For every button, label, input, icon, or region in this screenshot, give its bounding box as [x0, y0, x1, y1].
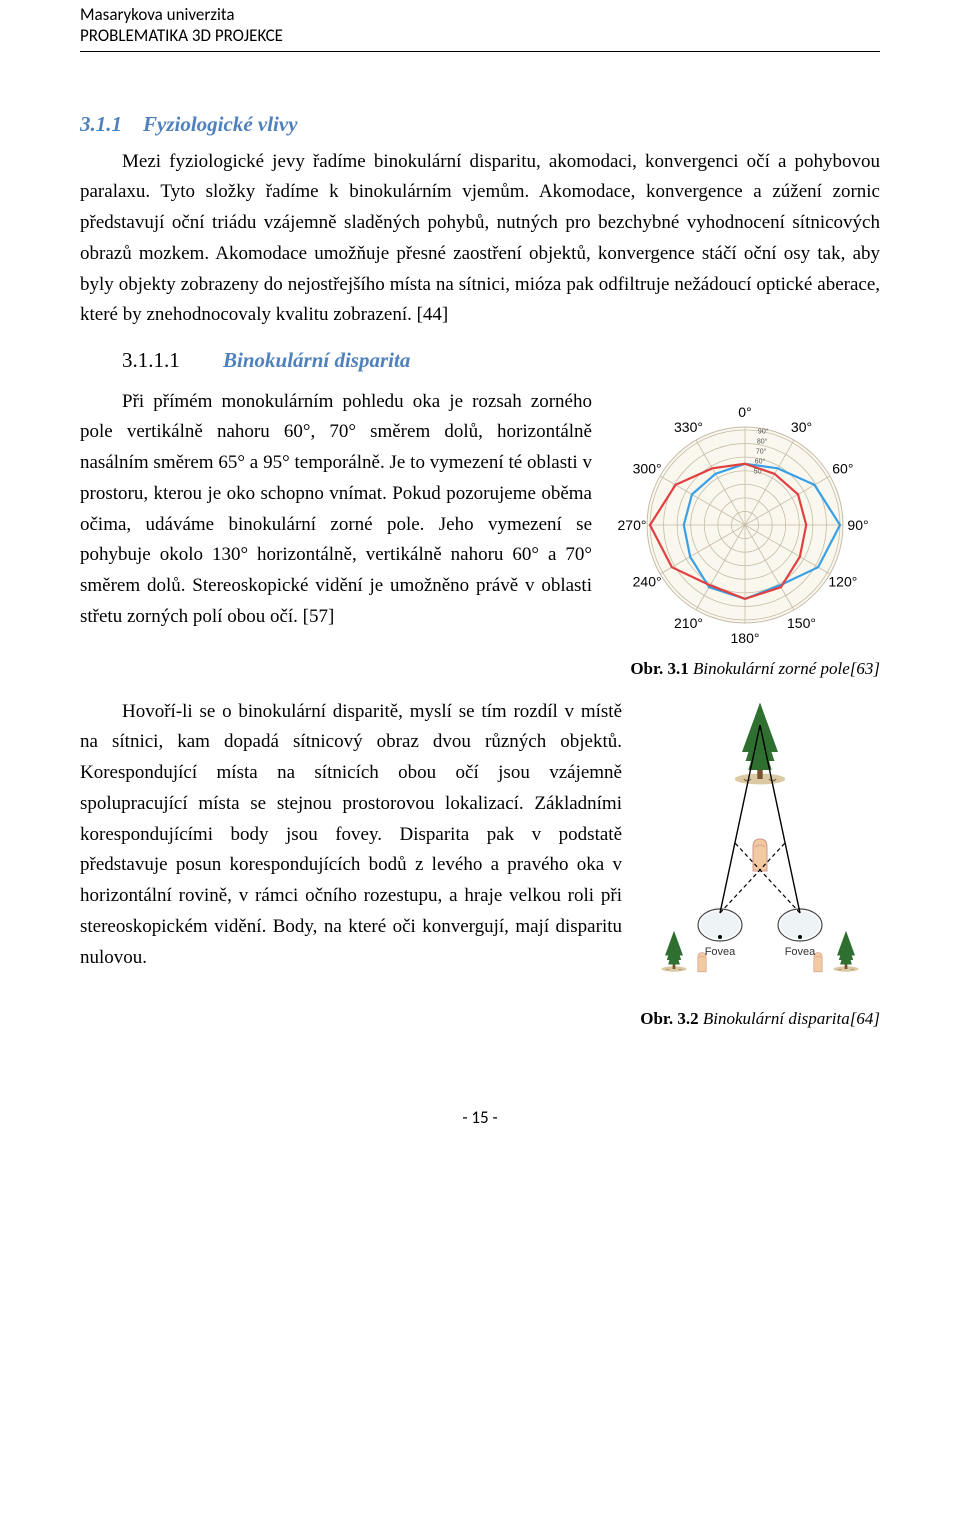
section-heading: 3.1.1 Fyziologické vlivy	[80, 112, 880, 137]
subsection-heading: 3.1.1.1 Binokulární disparita	[122, 345, 880, 377]
svg-text:Fovea: Fovea	[785, 946, 816, 958]
figure-2-svg: Fovea Fovea	[640, 703, 880, 993]
section-number: 3.1.1	[80, 112, 122, 136]
svg-text:80°: 80°	[757, 437, 768, 445]
figure-1-caption-italic: Binokulární zorné pole[63]	[689, 659, 880, 678]
svg-text:90°: 90°	[847, 517, 868, 533]
svg-text:210°: 210°	[674, 614, 703, 630]
figure-1-caption: Obr. 3.1 Binokulární zorné pole[63]	[610, 659, 880, 679]
page-number: - 15 -	[80, 1107, 880, 1128]
header-line-2: PROBLEMATIKA 3D PROJEKCE	[80, 25, 880, 46]
section-paragraph-1-text: Mezi fyziologické jevy řadíme binokulárn…	[80, 151, 880, 326]
svg-text:0°: 0°	[738, 404, 751, 420]
svg-text:300°: 300°	[633, 460, 662, 476]
svg-text:150°: 150°	[787, 614, 816, 630]
svg-text:60°: 60°	[832, 460, 853, 476]
figure-2-caption-italic: Binokulární disparita[64]	[699, 1009, 880, 1028]
subsection-paragraph-2-text: Hovoří-li se o binokulární disparitě, my…	[80, 701, 622, 968]
subsection-number: 3.1.1.1	[122, 348, 180, 372]
figure-2-caption-bold: Obr. 3.2	[640, 1009, 698, 1028]
running-header: Masarykova univerzita PROBLEMATIKA 3D PR…	[80, 4, 880, 47]
subsection-paragraph-1-text: Při přímém monokulárním pohledu oka je r…	[80, 391, 592, 627]
figure-1-svg: 0° 30° 60° 90° 120° 150° 180° 210° 240° 270° 300° 3…	[610, 393, 880, 653]
figure-2: Fovea Fovea Obr. 3.2 Binokulární disparit…	[640, 703, 880, 1029]
svg-text:Fovea: Fovea	[705, 946, 736, 958]
figure-1-caption-bold: Obr. 3.1	[630, 659, 688, 678]
svg-text:270°: 270°	[618, 517, 647, 533]
page: Masarykova univerzita PROBLEMATIKA 3D PR…	[0, 0, 960, 1158]
svg-text:60°: 60°	[755, 457, 766, 465]
subsection-title: Binokulární disparita	[223, 348, 410, 372]
figure-1: 0° 30° 60° 90° 120° 150° 180° 210° 240° 270° 300° 3…	[610, 393, 880, 679]
svg-text:240°: 240°	[633, 573, 662, 589]
block-fig1: 0° 30° 60° 90° 120° 150° 180° 210° 240° 270° 300° 3…	[80, 387, 880, 687]
section-title: Fyziologické vlivy	[143, 112, 298, 136]
header-rule	[80, 51, 880, 52]
svg-text:180°: 180°	[731, 630, 760, 646]
figure-2-caption: Obr. 3.2 Binokulární disparita[64]	[640, 1009, 880, 1029]
block-fig2: Fovea Fovea Obr. 3.2 Binokulární disparit…	[80, 697, 880, 1037]
svg-text:330°: 330°	[674, 419, 703, 435]
svg-text:90°: 90°	[758, 427, 769, 435]
svg-text:70°: 70°	[756, 447, 767, 455]
svg-text:120°: 120°	[828, 573, 857, 589]
svg-text:30°: 30°	[791, 419, 812, 435]
header-line-1: Masarykova univerzita	[80, 4, 880, 25]
section-paragraph-1: Mezi fyziologické jevy řadíme binokulárn…	[80, 147, 880, 332]
